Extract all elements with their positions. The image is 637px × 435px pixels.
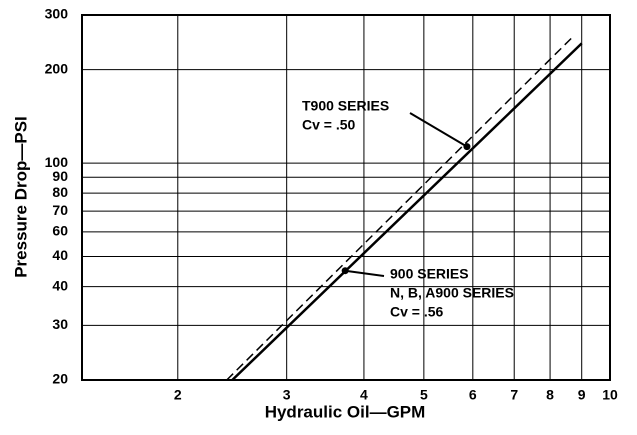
y-tick-label: 20 xyxy=(52,371,68,387)
annotation-text: 900 SERIES xyxy=(390,266,469,282)
x-tick-label: 9 xyxy=(578,387,586,403)
annotation-text: Cv = .50 xyxy=(302,117,356,133)
annotation-text: N, B, A900 SERIES xyxy=(390,285,514,301)
annotation-text: Cv = .56 xyxy=(390,304,444,320)
x-tick-label: 5 xyxy=(420,387,428,403)
x-tick-label: 10 xyxy=(602,387,618,403)
y-tick-label: 100 xyxy=(45,154,69,170)
series-line xyxy=(226,37,573,381)
y-tick-label: 60 xyxy=(52,223,68,239)
x-tick-label: 7 xyxy=(510,387,518,403)
y-tick-label: 80 xyxy=(52,184,68,200)
leader-line xyxy=(345,269,385,277)
annotation-point xyxy=(341,267,349,275)
annotation-point xyxy=(463,143,471,151)
x-tick-label: 2 xyxy=(174,387,182,403)
x-tick-label: 8 xyxy=(546,387,554,403)
series-line xyxy=(231,42,583,381)
y-tick-label: 70 xyxy=(52,202,68,218)
x-axis-label: Hydraulic Oil—GPM xyxy=(265,402,426,421)
y-axis-label: Pressure Drop—PSI xyxy=(11,116,30,278)
y-tick-label: 40 xyxy=(52,247,68,263)
y-tick-label: 200 xyxy=(45,60,69,76)
x-tick-label: 4 xyxy=(360,387,368,403)
x-tick-label: 6 xyxy=(469,387,477,403)
leader-line xyxy=(409,112,468,148)
y-tick-label: 300 xyxy=(45,6,69,22)
y-tick-label: 30 xyxy=(52,316,68,332)
y-tick-label: 40 xyxy=(52,277,68,293)
annotation-text: T900 SERIES xyxy=(302,98,389,114)
y-tick-label: 90 xyxy=(52,168,68,184)
x-tick-label: 3 xyxy=(283,387,291,403)
